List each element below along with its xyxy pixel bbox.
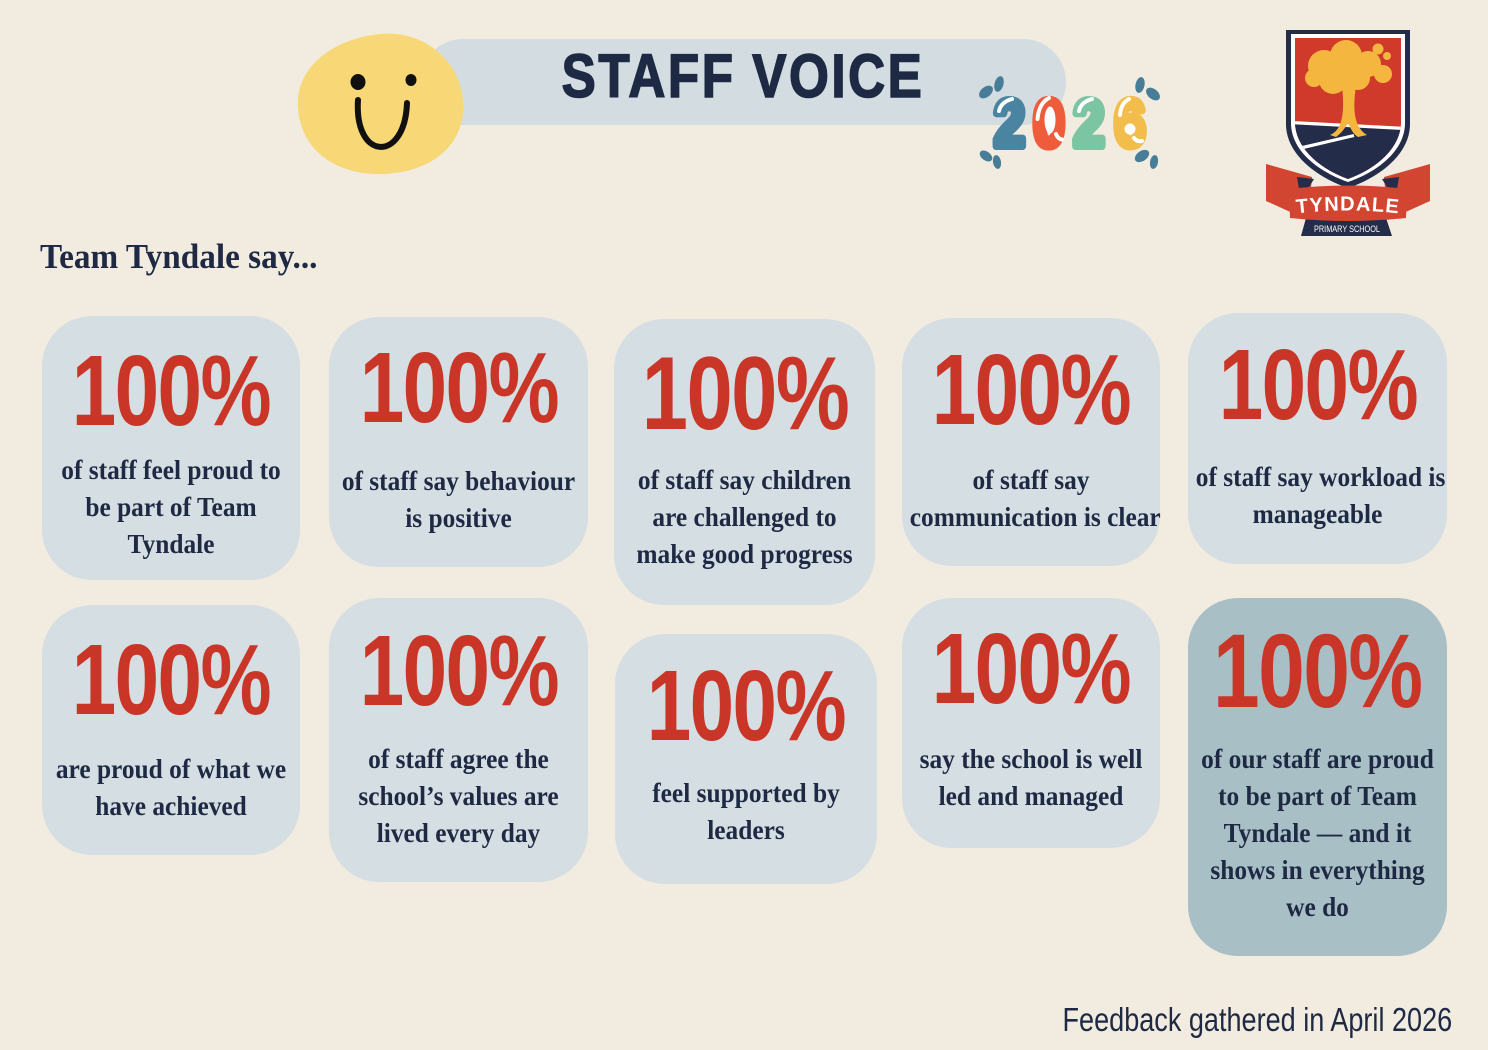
svg-text:6: 6 [1115, 86, 1146, 160]
svg-text:TYNDALE: TYNDALE [1295, 194, 1401, 219]
svg-text:2: 2 [1074, 86, 1105, 160]
svg-text:2: 2 [994, 86, 1025, 160]
svg-text:PRIMARY SCHOOL: PRIMARY SCHOOL [1314, 224, 1380, 235]
